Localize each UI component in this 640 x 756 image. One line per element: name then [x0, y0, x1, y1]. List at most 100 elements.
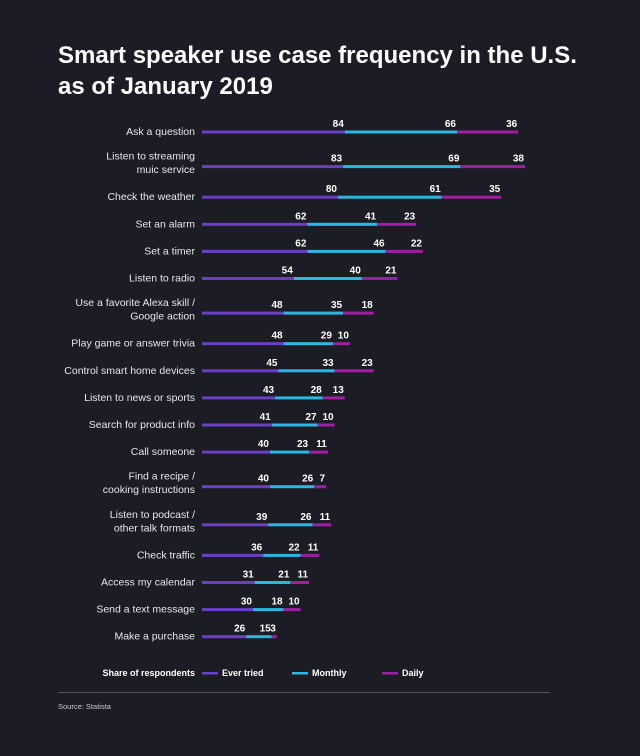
bar-segment-daily [457, 130, 519, 134]
bar-segment-monthly [270, 450, 310, 454]
value-label-monthly: 41 [365, 211, 377, 222]
value-label-ever-tried: 80 [326, 184, 338, 195]
bar-segment-daily [343, 311, 374, 315]
value-label-monthly: 26 [302, 474, 314, 485]
bar-segment-monthly [278, 369, 335, 373]
category-label-line: muic service [137, 164, 196, 176]
value-label-daily: 3 [270, 624, 276, 635]
bar-segment-monthly [307, 222, 378, 226]
value-label-monthly: 15 [260, 624, 272, 635]
category-label: Play game or answer trivia [71, 338, 195, 350]
bar-segment-ever-tried [202, 249, 308, 253]
value-label-ever-tried: 31 [243, 570, 255, 581]
bar-segment-ever-tried [202, 423, 272, 427]
value-label-ever-tried: 48 [271, 300, 283, 311]
bar-segment-daily [271, 635, 277, 639]
category-label: Listen to streaming muic service [106, 151, 195, 177]
bar-segment-daily [322, 396, 345, 400]
bar-segment-ever-tried [202, 553, 264, 557]
value-label-daily: 11 [298, 570, 309, 581]
value-label-daily: 23 [362, 358, 374, 369]
legend-label-monthly: Monthly [312, 668, 347, 678]
bar-segment-daily [283, 608, 301, 612]
value-label-daily: 10 [338, 331, 350, 342]
value-label-daily: 23 [404, 211, 416, 222]
bar-segment-monthly [283, 342, 333, 346]
category-label: Call someone [131, 446, 195, 458]
bar-segment-daily [441, 195, 502, 199]
category-label-line: Google action [130, 311, 195, 323]
legend-swatch-ever-tried [202, 672, 218, 675]
bar-segment-monthly [338, 195, 442, 199]
category-label: Check the weather [107, 191, 195, 203]
category-label: Listen to radio [129, 273, 195, 285]
value-label-daily: 11 [320, 512, 331, 523]
bar-segment-ever-tried [202, 311, 284, 315]
legend-label-ever-tried: Ever tried [222, 668, 264, 678]
category-label-line: Listen to podcast / [110, 509, 195, 521]
source-note: Source: Statista [58, 702, 111, 711]
bar-segment-ever-tried [202, 130, 345, 134]
value-label-ever-tried: 39 [256, 512, 268, 523]
bar-segment-ever-tried [202, 581, 255, 584]
bar-segment-ever-tried [202, 608, 253, 612]
bar-segment-monthly [254, 581, 291, 584]
value-label-daily: 7 [320, 474, 326, 485]
value-label-ever-tried: 30 [241, 597, 253, 608]
bar-segment-ever-tried [202, 277, 294, 280]
value-label-daily: 11 [308, 542, 319, 553]
value-label-ever-tried: 40 [258, 439, 270, 450]
bar-segment-monthly [263, 553, 301, 557]
bar-segment-daily [312, 523, 332, 527]
value-label-monthly: 29 [321, 331, 333, 342]
bar-segment-monthly [344, 130, 457, 134]
bar-segment-monthly [271, 423, 318, 427]
value-label-daily: 36 [506, 119, 518, 130]
category-label-line: cooking instructions [103, 484, 195, 496]
category-label-line: Use a favorite Alexa skill / [75, 297, 195, 309]
category-label: Access my calendar [101, 577, 195, 589]
value-label-daily: 18 [362, 300, 374, 311]
category-label: Use a favorite Alexa skill / Google actio… [75, 297, 195, 323]
value-label-daily: 38 [513, 154, 525, 165]
category-label: Listen to news or sports [84, 392, 195, 404]
value-label-ever-tried: 83 [331, 154, 343, 165]
value-label-daily: 21 [385, 266, 397, 277]
bar-segment-daily [332, 342, 350, 346]
bar-segment-ever-tried [202, 523, 269, 527]
bar-segment-daily [385, 249, 423, 253]
value-label-ever-tried: 84 [333, 119, 345, 130]
category-label-line: other talk formats [114, 522, 195, 534]
bar-segment-ever-tried [202, 342, 284, 346]
value-label-ever-tried: 62 [295, 238, 307, 249]
value-label-daily: 22 [411, 238, 423, 249]
value-label-ever-tried: 54 [282, 266, 294, 277]
value-label-ever-tried: 41 [260, 412, 272, 423]
chart-title: Smart speaker use case frequency in the … [58, 42, 577, 100]
bar-segment-monthly [307, 249, 386, 253]
bar-segment-monthly [268, 523, 313, 527]
bar-segment-ever-tried [202, 369, 279, 373]
bar-segment-ever-tried [202, 635, 247, 639]
category-label-line: Listen to streaming [106, 151, 195, 163]
value-label-daily: 35 [489, 184, 501, 195]
value-label-daily: 13 [333, 385, 345, 396]
value-label-monthly: 40 [350, 266, 362, 277]
bar-segment-daily [377, 222, 417, 226]
value-label-monthly: 18 [271, 597, 283, 608]
bar-segment-daily [300, 553, 320, 557]
value-label-monthly: 28 [311, 385, 323, 396]
value-label-ever-tried: 62 [295, 211, 307, 222]
value-label-monthly: 66 [445, 119, 457, 130]
value-label-monthly: 22 [288, 542, 300, 553]
category-label: Listen to podcast / other talk formats [110, 509, 195, 535]
bar-segment-daily [314, 485, 327, 489]
bar-segment-monthly [246, 635, 272, 639]
value-label-ever-tried: 45 [266, 358, 278, 369]
category-label: Control smart home devices [64, 365, 195, 377]
bar-segment-daily [309, 450, 328, 454]
value-label-ever-tried: 40 [258, 474, 270, 485]
value-label-ever-tried: 36 [251, 542, 263, 553]
category-label: Search for product info [89, 419, 195, 431]
category-label: Set a timer [144, 245, 195, 257]
